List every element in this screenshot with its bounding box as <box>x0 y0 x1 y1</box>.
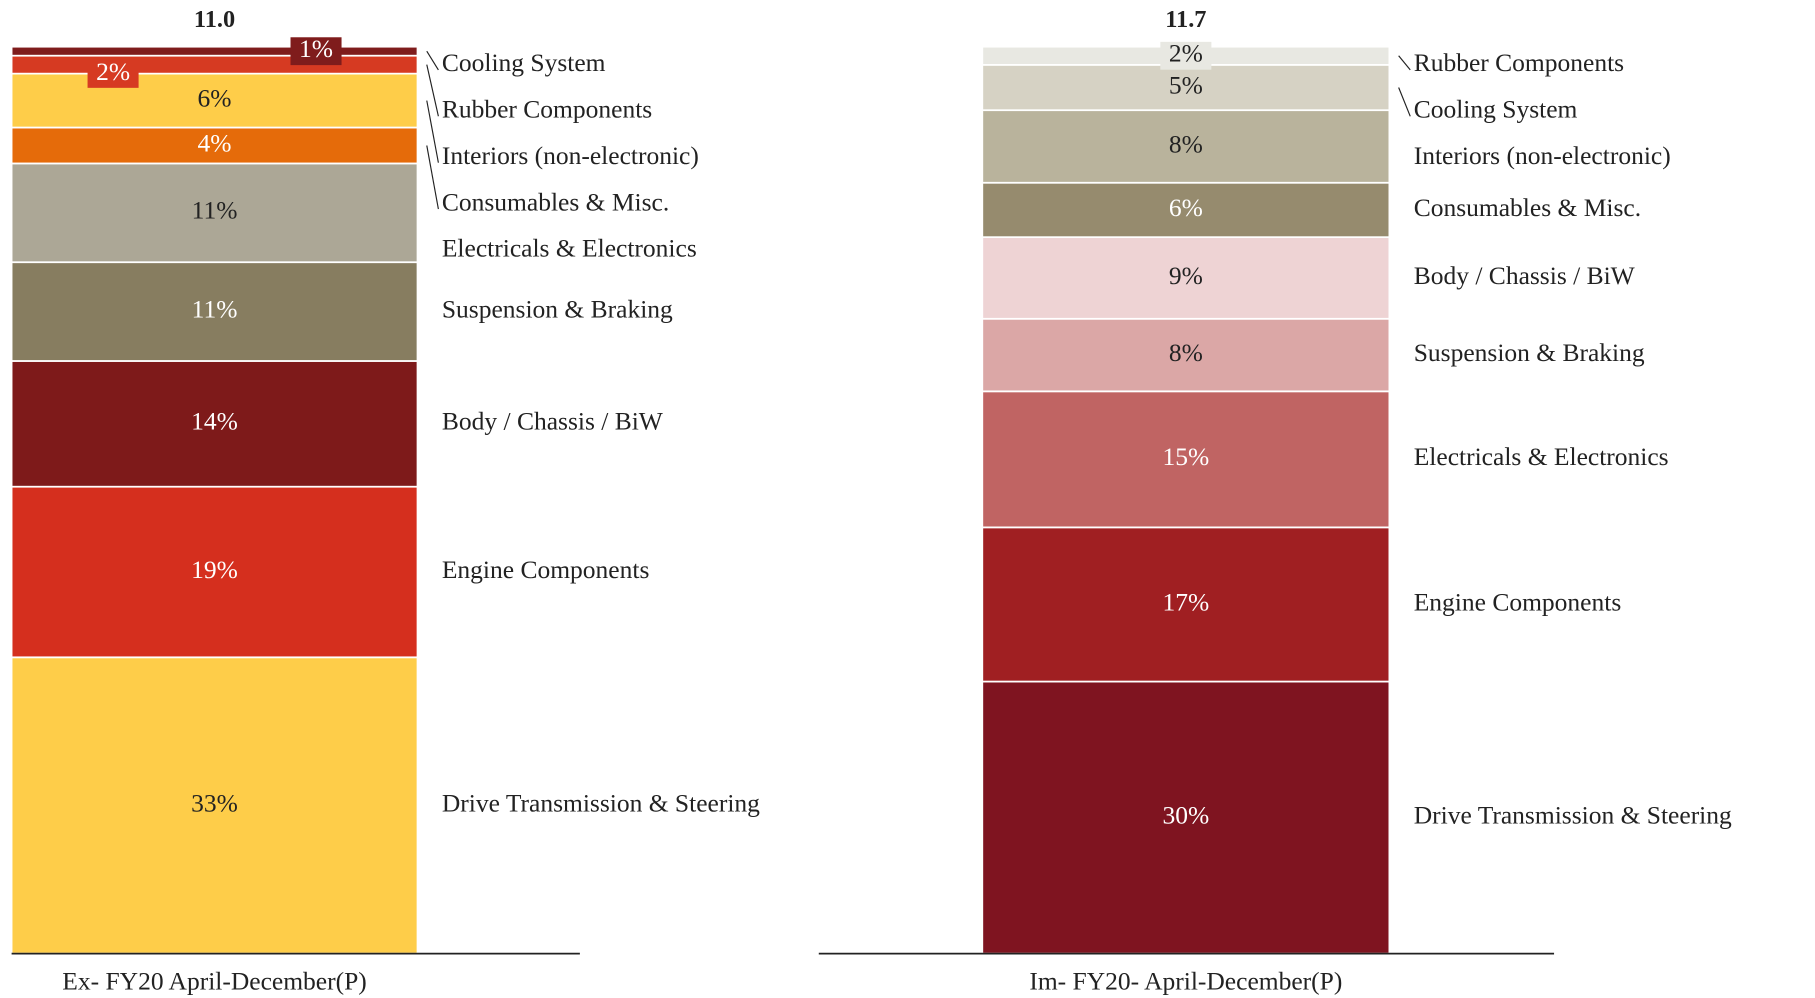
value-label: 1% <box>299 34 333 63</box>
leader-line <box>1398 87 1411 117</box>
value-label: 8% <box>1169 129 1203 158</box>
legend-label: Cooling System <box>1414 95 1578 124</box>
value-label: 6% <box>1169 193 1203 222</box>
legend-label: Consumables & Misc. <box>442 187 669 216</box>
bar-segment <box>981 181 1391 239</box>
value-label: 33% <box>191 788 238 817</box>
leader-line <box>426 100 439 163</box>
value-label: 9% <box>1169 261 1203 290</box>
value-label: 4% <box>198 128 232 157</box>
legend-label: Suspension & Braking <box>442 294 673 323</box>
value-label-box <box>290 37 342 66</box>
value-label-box <box>1160 41 1212 70</box>
x-tick-label: Ex- FY20 April-December(P) <box>62 967 367 996</box>
legend-label: Drive Transmission & Steering <box>442 788 760 817</box>
value-label: 14% <box>191 407 238 436</box>
legend-label: Cooling System <box>442 48 606 77</box>
legend-label: Electricals & Electronics <box>442 234 697 263</box>
bar-segment <box>10 54 419 75</box>
bar-segment <box>10 485 419 659</box>
legend-label: Rubber Components <box>1414 48 1624 77</box>
value-label: 19% <box>191 555 238 584</box>
value-label: 2% <box>1169 39 1203 68</box>
legend-label: Engine Components <box>1414 587 1622 616</box>
bar-segment <box>981 680 1391 955</box>
value-label: 15% <box>1162 442 1209 471</box>
value-label: 6% <box>198 83 232 112</box>
legend-label: Engine Components <box>442 555 650 584</box>
bar-segment <box>10 261 419 362</box>
bar-segment <box>10 126 419 165</box>
legend-label: Electricals & Electronics <box>1414 442 1669 471</box>
legend-label: Suspension & Braking <box>1414 338 1645 367</box>
total-label: 11.7 <box>1165 6 1206 33</box>
value-label: 2% <box>96 57 130 86</box>
bar-segment <box>981 390 1391 529</box>
leader-line <box>426 64 439 117</box>
value-label: 11% <box>192 196 238 225</box>
legend-label: Drive Transmission & Steering <box>1414 800 1732 829</box>
legend-label: Interiors (non-electronic) <box>1414 141 1671 170</box>
value-label: 8% <box>1169 338 1203 367</box>
legend-label: Consumables & Misc. <box>1414 193 1641 222</box>
value-label: 17% <box>1162 587 1209 616</box>
legend-label: Body / Chassis / BiW <box>442 407 664 436</box>
value-label-box <box>87 60 139 88</box>
legend-label: Interiors (non-electronic) <box>442 141 699 170</box>
bar-segment <box>981 526 1391 683</box>
value-label: 11% <box>192 294 238 323</box>
x-tick-label: Im- FY20- April-December(P) <box>1029 967 1342 996</box>
bar-segment <box>981 236 1391 320</box>
bar-segment <box>10 162 419 264</box>
legend-label: Body / Chassis / BiW <box>1414 261 1636 290</box>
bar-segment <box>10 72 419 129</box>
bar-segment <box>981 317 1391 393</box>
legend-label: Rubber Components <box>442 95 652 124</box>
leader-line <box>426 145 439 210</box>
leader-line <box>1398 55 1411 71</box>
leader-line <box>426 50 439 71</box>
total-label: 11.0 <box>194 6 235 33</box>
bar-segment <box>10 45 419 57</box>
value-label: 30% <box>1162 800 1209 829</box>
bar-segment <box>10 656 419 955</box>
value-label: 5% <box>1169 70 1203 99</box>
